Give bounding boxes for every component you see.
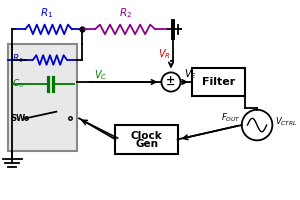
Text: $V_E$: $V_E$ [184,67,197,81]
Text: Clock: Clock [131,131,162,141]
Text: $V_{CTRL}$: $V_{CTRL}$ [275,116,298,128]
Text: $V_R$: $V_R$ [158,47,170,61]
Text: $C_0$: $C_0$ [12,78,24,90]
Text: −: − [166,80,176,90]
Bar [8,44,77,151]
Text: Filter: Filter [202,77,235,87]
Text: $R_2$: $R_2$ [118,6,132,20]
Text: +: + [166,75,176,85]
Text: $V_C$: $V_C$ [94,68,108,82]
Text: $R_1$: $R_1$ [40,6,53,20]
Text: $R_0$: $R_0$ [12,53,24,65]
Text: Gen: Gen [135,139,158,149]
Text: $F_{OUT}$: $F_{OUT}$ [221,111,240,124]
Bar [192,68,244,96]
Bar [116,125,178,154]
Text: SW: SW [10,114,26,123]
